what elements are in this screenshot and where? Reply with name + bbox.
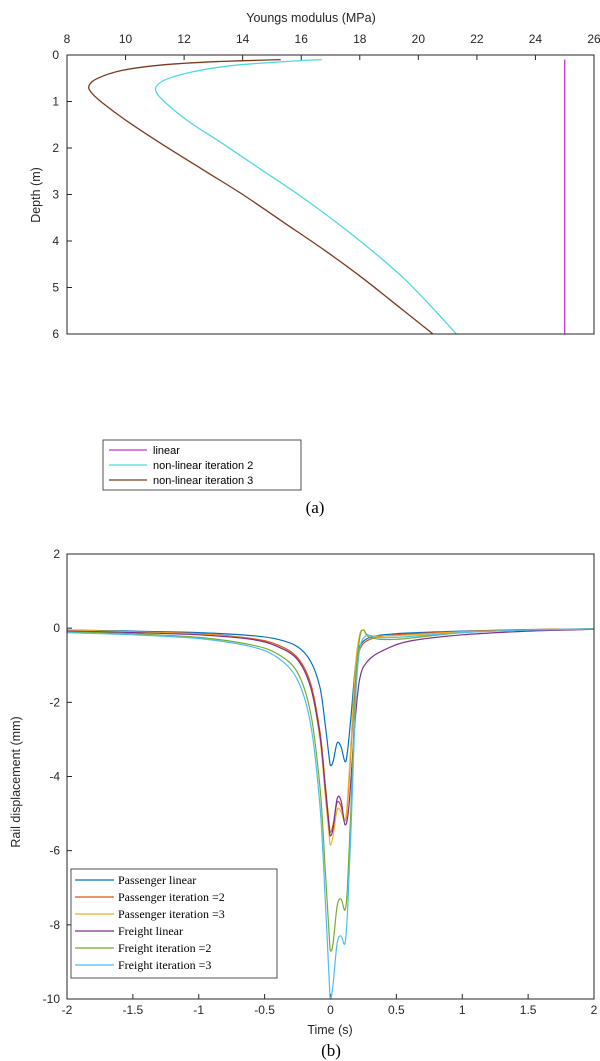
chart-b-ytick-label: -2 (49, 695, 60, 709)
chart-b-xlabel: Time (s) (307, 1023, 352, 1037)
chart-b-series-passenger-iteration-3 (66, 628, 595, 846)
chart-b-xtick-label: 1 (459, 1003, 466, 1017)
chart-b-series-freight-linear (66, 628, 595, 837)
chart-a-series-non-linear-iteration-2 (154, 58, 457, 335)
chart-b-series-passenger-linear (66, 628, 595, 767)
legend-label-freight-linear: Freight linear (118, 924, 183, 938)
chart-a-xtick-label: 12 (177, 32, 191, 46)
chart-b-ytick-label: -4 (49, 770, 60, 784)
chart-b-ytick-label: -6 (49, 844, 60, 858)
chart-a-xtick-label: 22 (470, 32, 484, 46)
chart-a-ytick-label: 4 (52, 234, 59, 248)
chart-b-xtick-label: 0.5 (388, 1003, 405, 1017)
chart-a-xtick-label: 24 (529, 32, 543, 46)
chart-a-xtick-label: 10 (119, 32, 133, 46)
chart-b-xtick-label: 1.5 (520, 1003, 537, 1017)
chart-a-legend-box (102, 439, 302, 491)
legend-label-iteration-2: non-linear iteration 2 (153, 460, 253, 472)
chart-a-xtick-label: 26 (587, 32, 600, 46)
chart-b-xtick-label: -0.5 (254, 1003, 275, 1017)
chart-a-xtick-label: 8 (64, 32, 71, 46)
legend-label-freight-iteration-3: Freight iteration =3 (118, 958, 211, 972)
chart-a-ytick-label: 6 (52, 327, 59, 341)
chart-a-series-non-linear-iteration-3 (88, 58, 434, 335)
chart-a-ytick-label: 3 (52, 188, 59, 202)
chart-a-caption: (a) (306, 498, 325, 517)
chart-a-legend: linear non-linear iteration 2 non-linear… (102, 439, 302, 491)
legend-label-passenger-iteration-2: Passenger iteration =2 (118, 890, 225, 904)
chart-a-plot-frame (66, 54, 595, 335)
chart-a-xlabel: Youngs modulus (MPa) (246, 11, 375, 25)
legend-label-passenger-linear: Passenger linear (118, 873, 196, 887)
chart-a-ytick-label: 5 (52, 281, 59, 295)
chart-a-xtick-label: 16 (295, 32, 309, 46)
chart-a: Youngs modulus (MPa) Depth (m) 8 10 12 14 16… (29, 11, 600, 517)
legend-label-freight-iteration-2: Freight iteration =2 (118, 941, 211, 955)
chart-a-ytick-label: 0 (52, 48, 59, 62)
chart-b-ytick-label: 0 (53, 621, 60, 635)
chart-b-caption: (b) (321, 1041, 341, 1060)
chart-b-legend: Passenger linear Passenger iteration =2 … (70, 868, 278, 979)
chart-b-series-passenger-iteration-2 (66, 628, 595, 833)
chart-b-xtick-label: 0 (327, 1003, 334, 1017)
chart-b-ytick-label: -10 (43, 992, 61, 1006)
chart-b-xtick-label: -2 (62, 1003, 73, 1017)
chart-b-plot-frame (66, 553, 595, 1000)
chart-b-ytick-label: 2 (53, 547, 60, 561)
chart-b-ytick-label: -8 (49, 918, 60, 932)
chart-a-xtick-label: 18 (353, 32, 367, 46)
chart-a-xtick-label: 20 (412, 32, 426, 46)
chart-b-xtick-label: -1 (193, 1003, 204, 1017)
chart-a-ytick-label: 1 (52, 95, 59, 109)
chart-a-xtick-label: 14 (236, 32, 250, 46)
chart-b-ylabel: Rail displacement (mm) (9, 716, 23, 847)
legend-label-passenger-iteration-3: Passenger iteration =3 (118, 907, 225, 921)
legend-label-iteration-3: non-linear iteration 3 (153, 475, 253, 487)
chart-b-series-freight-iteration-3 (66, 628, 595, 1000)
chart-b: Time (s) Rail displacement (mm) -2 -1.5 -1… (9, 547, 598, 1060)
chart-b-legend-box (70, 868, 278, 979)
legend-label-linear: linear (153, 445, 180, 457)
chart-b-series-freight-iteration-2 (66, 628, 595, 952)
chart-b-xtick-label: 2 (591, 1003, 598, 1017)
chart-b-xtick-label: -1.5 (123, 1003, 144, 1017)
chart-a-ytick-label: 2 (52, 141, 59, 155)
chart-a-ylabel: Depth (m) (29, 167, 43, 223)
